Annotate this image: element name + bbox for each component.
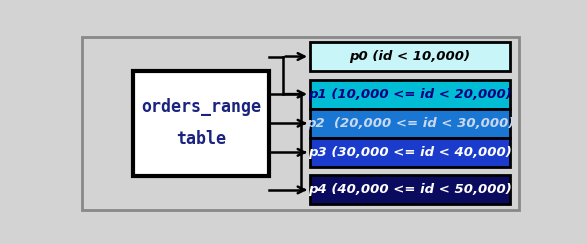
Text: p3 (30,000 <= id < 40,000): p3 (30,000 <= id < 40,000)	[308, 146, 512, 159]
FancyBboxPatch shape	[310, 109, 510, 138]
Text: p2  (20,000 <= id < 30,000): p2 (20,000 <= id < 30,000)	[306, 117, 514, 130]
Text: table: table	[176, 130, 226, 148]
FancyBboxPatch shape	[310, 80, 510, 109]
FancyBboxPatch shape	[310, 138, 510, 167]
Text: orders_range: orders_range	[141, 98, 261, 116]
FancyBboxPatch shape	[82, 37, 519, 210]
FancyBboxPatch shape	[310, 42, 510, 71]
Text: p1 (10,000 <= id < 20,000): p1 (10,000 <= id < 20,000)	[308, 88, 512, 101]
FancyBboxPatch shape	[133, 71, 269, 176]
FancyBboxPatch shape	[310, 175, 510, 204]
Text: p0 (id < 10,000): p0 (id < 10,000)	[349, 50, 471, 63]
Text: p4 (40,000 <= id < 50,000): p4 (40,000 <= id < 50,000)	[308, 183, 512, 196]
